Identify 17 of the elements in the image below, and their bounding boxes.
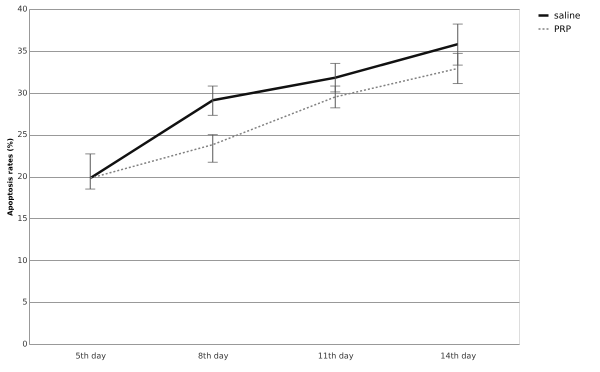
line-series — [89, 42, 459, 180]
legend-label: saline — [554, 12, 581, 22]
y-tick-label: 15 — [17, 214, 28, 223]
y-tick-label: 5 — [22, 298, 28, 307]
x-tick-label: 11th day — [318, 352, 354, 360]
y-tick-label: 35 — [17, 46, 28, 56]
y-tick-label: 30 — [17, 88, 28, 98]
y-tick-label: 40 — [17, 4, 28, 14]
y-tick-label: 20 — [17, 172, 28, 181]
x-tick-label: 5th day — [75, 352, 106, 360]
line-series — [90, 68, 458, 179]
x-tick-label: 14th day — [440, 352, 476, 360]
y-tick-label: 10 — [17, 256, 28, 265]
x-tick-label: 8th day — [198, 352, 229, 360]
y-tick-label: 0 — [22, 340, 28, 348]
y-tick-label: 25 — [17, 130, 28, 140]
legend-label: PRP — [554, 25, 572, 35]
